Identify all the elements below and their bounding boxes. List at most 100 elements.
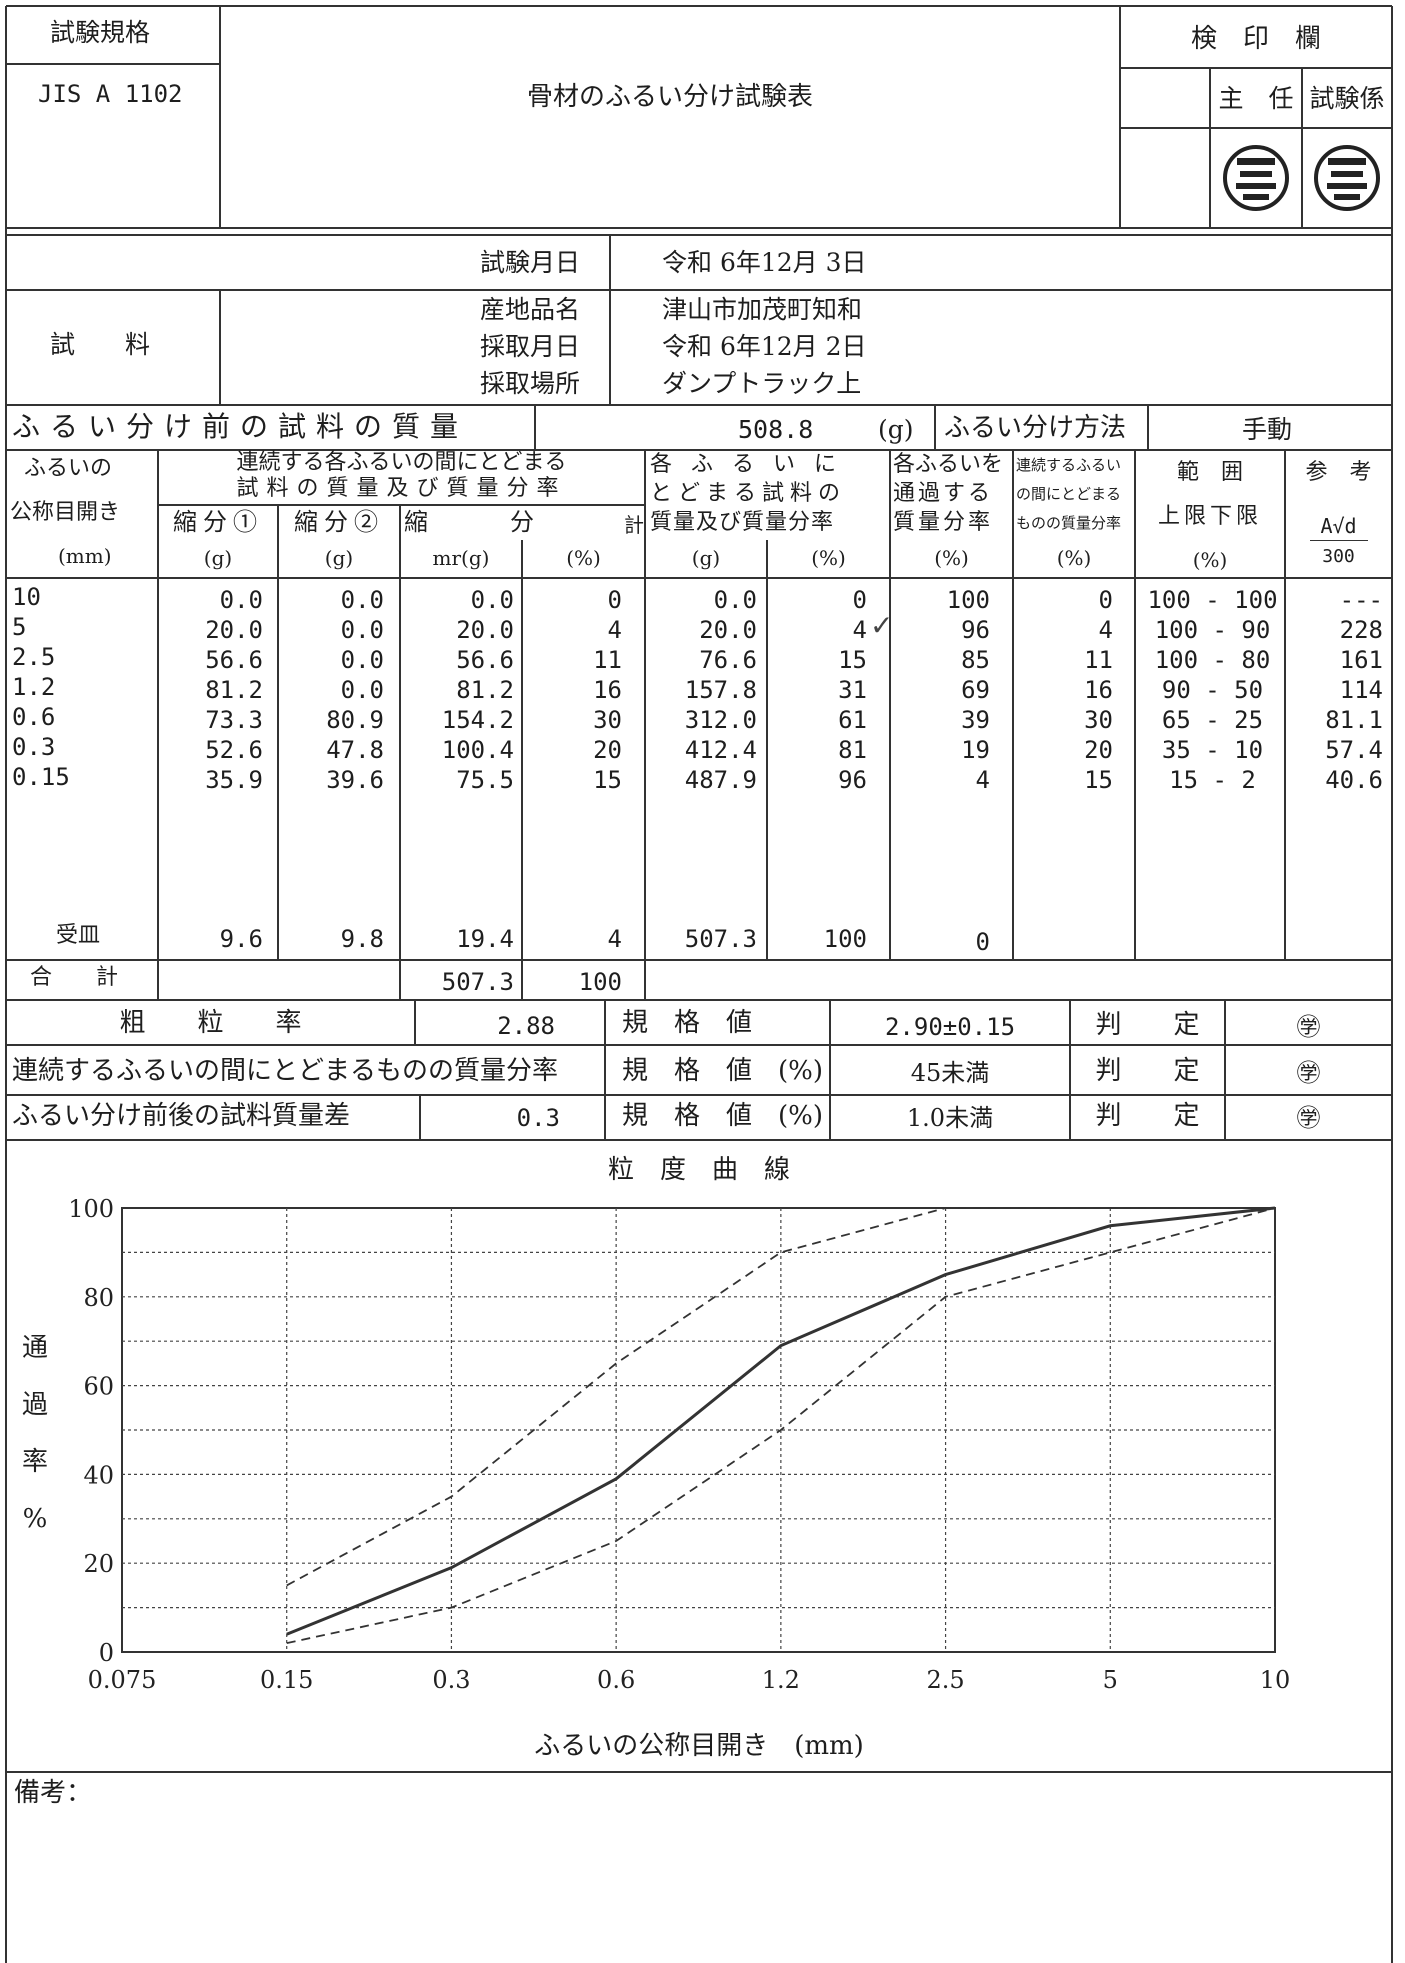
pre-mass-label: ふるい分け前の試料の質量	[12, 410, 469, 443]
cell-r2: 80.9	[326, 706, 384, 734]
x-tick-label: 0.6	[597, 1666, 635, 1694]
cell-r1: 0.0	[219, 586, 263, 614]
col-pct-3: (%)	[934, 546, 969, 570]
pan-pct: 4	[607, 925, 622, 953]
series-line-lower-limit	[286, 1207, 1276, 1644]
cell-range: 90 - 50	[1161, 676, 1264, 704]
cell-cum: 312.0	[684, 706, 757, 734]
col-ref-1: 参 考	[1305, 460, 1372, 485]
collect-date-label: 採取月日	[480, 332, 581, 361]
cell-sieve: 5	[12, 613, 27, 641]
col-cont-head-2: 試料の質量及び質量分率	[236, 476, 567, 501]
result-1-value: 2.88	[497, 1012, 555, 1040]
cell-r1: 81.2	[205, 676, 263, 704]
cell-mr: 20.0	[456, 616, 514, 644]
result-1-label: 粗 粒 率	[119, 1008, 302, 1038]
stamp-label: 検 印 欄	[1190, 24, 1321, 54]
cell-sieve: 10	[12, 583, 41, 611]
cell-cum: 76.6	[699, 646, 757, 674]
col-sieve-unit: (mm)	[58, 544, 112, 568]
cell-pass: 4	[975, 766, 990, 794]
x-tick-label: 2.5	[926, 1666, 964, 1694]
col-cont-head-1: 連続する各ふるいの間にとどまる	[236, 450, 567, 475]
col-ref-3: 300	[1322, 546, 1355, 567]
collect-place-value: ダンプトラック上	[662, 369, 862, 398]
col-pass-3: 質量分率	[893, 510, 994, 535]
pan-r1: 9.6	[219, 925, 263, 953]
result-1-spec: 2.90±0.15	[884, 1013, 1016, 1041]
ref-fraction-bar	[1310, 540, 1368, 541]
col-g-2: (g)	[324, 546, 354, 570]
grading-curve-chart: 0 20 40 60 80 100 0.075 0.15 0.3 0.6 1.2 2.5 5 10	[68, 1195, 1290, 1694]
origin-value: 津山市加茂町知和	[662, 295, 863, 324]
total-label: 合 計	[30, 965, 119, 990]
result-2-spec-label: 規 格 値 (%)	[622, 1056, 823, 1086]
y-tick-label: 60	[83, 1373, 114, 1401]
pan-mr: 19.4	[456, 925, 514, 953]
result-3-spec-label: 規 格 値 (%)	[622, 1101, 823, 1131]
cell-range: 100 - 80	[1154, 646, 1271, 674]
y-tick-label: 40	[83, 1461, 114, 1489]
cell-r1: 52.6	[205, 736, 263, 764]
cell-range: 15 - 2	[1169, 766, 1256, 794]
cell-cum-pct: 0	[852, 586, 867, 614]
x-tick-label: 5	[1103, 1666, 1118, 1694]
cell-sieve: 0.6	[12, 703, 56, 731]
cell-r1: 73.3	[205, 706, 263, 734]
cell-pct: 4	[607, 616, 622, 644]
col-cum-3: 質量及び質量分率	[650, 510, 835, 535]
total-pct: 100	[578, 968, 622, 996]
cell-r1: 56.6	[205, 646, 263, 674]
cell-mr: 154.2	[441, 706, 514, 734]
cell-cum: 20.0	[699, 616, 757, 644]
col-mrg: mr(g)	[432, 546, 490, 570]
result-1-spec-label: 規 格 値	[622, 1008, 753, 1038]
tester-seal-icon	[1314, 145, 1380, 211]
cell-mr: 75.5	[456, 766, 514, 794]
chart-title: 粒 度 曲 線	[607, 1155, 790, 1185]
pan-pass: 0	[975, 928, 990, 956]
test-date-label: 試験月日	[480, 248, 581, 277]
cell-pct: 11	[593, 646, 622, 674]
pre-mass-unit: (g)	[878, 415, 914, 444]
cell-range: 35 - 10	[1161, 736, 1264, 764]
pan-r2: 9.8	[340, 925, 384, 953]
cell-ref: 40.6	[1325, 766, 1383, 794]
cell-pct: 0	[607, 586, 622, 614]
chief-label: 主 任	[1218, 84, 1294, 113]
cell-seg: 16	[1084, 676, 1113, 704]
ylabel-char: %	[22, 1504, 48, 1534]
cell-cum-pct: 96	[838, 766, 867, 794]
cell-pass: 85	[961, 646, 990, 674]
col-cum-1: 各ふるいに	[650, 452, 856, 477]
cell-seg: 15	[1084, 766, 1113, 794]
chart-ylabel: 通過率%	[18, 1320, 52, 1548]
x-tick-label: 0.3	[432, 1666, 470, 1694]
cell-r2: 0.0	[340, 616, 384, 644]
col-range-1: 範 囲	[1176, 460, 1243, 485]
cell-seg: 4	[1098, 616, 1113, 644]
col-pass-2: 通過する	[893, 481, 994, 506]
result-2-spec: 45未満	[910, 1059, 990, 1087]
pan-cum: 507.3	[684, 925, 757, 953]
cell-cum: 157.8	[684, 676, 757, 704]
pan-cum-pct: 100	[823, 925, 867, 953]
result-1-judge: ㊫	[1296, 1013, 1321, 1041]
result-3-judge: ㊫	[1296, 1104, 1321, 1132]
cell-pct: 15	[593, 766, 622, 794]
x-tick-label: 0.15	[260, 1666, 313, 1694]
cell-cum: 0.0	[713, 586, 757, 614]
cell-ref: 57.4	[1325, 736, 1383, 764]
col-pct-5: (%)	[1192, 548, 1228, 572]
col-total-3: 計	[624, 513, 644, 537]
cell-r2: 0.0	[340, 586, 384, 614]
origin-label: 産地品名	[480, 295, 581, 324]
result-3-judge-label: 判 定	[1095, 1101, 1200, 1131]
cell-pass: 19	[961, 736, 990, 764]
x-tick-label: 0.075	[88, 1666, 157, 1694]
cell-r2: 47.8	[326, 736, 384, 764]
col-pct-1: (%)	[566, 546, 601, 570]
total-mr: 507.3	[441, 968, 514, 996]
collect-date-value: 令和 6年12月 2日	[662, 332, 867, 361]
cell-r2: 0.0	[340, 676, 384, 704]
